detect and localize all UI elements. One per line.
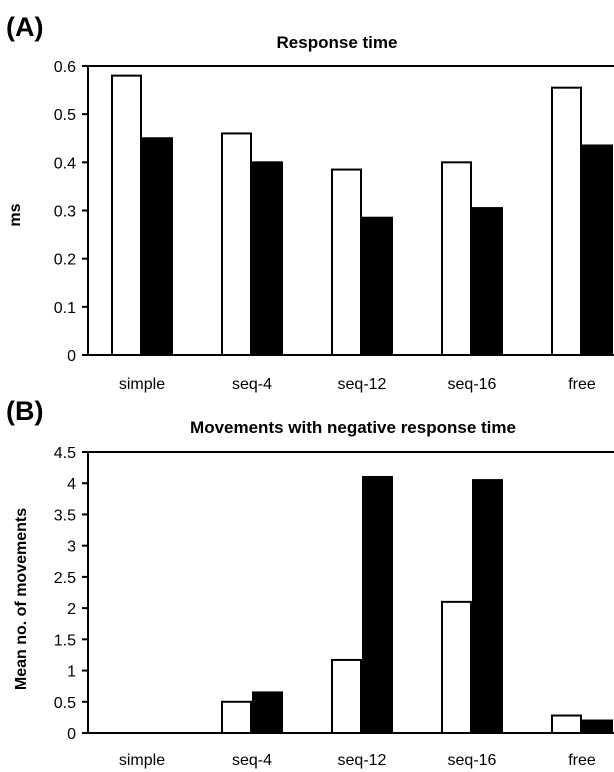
y-axis-label-a: ms — [7, 203, 24, 226]
y-tick-label: 4.5 — [54, 445, 76, 462]
bar-black-seq-12 — [362, 475, 393, 734]
y-tick-label: 0.1 — [54, 300, 76, 317]
x-category-label: free — [568, 376, 596, 393]
y-ticks-b: 0 0.5 1 1.5 2 2.5 3 3.5 4 4.5 — [54, 445, 88, 743]
y-tick-label: 0.5 — [54, 695, 76, 712]
x-labels-b: simple seq-4 seq-12 seq-16 free — [119, 752, 596, 769]
bar-black-seq-16 — [472, 207, 503, 356]
y-tick-label: 4 — [67, 476, 76, 493]
y-tick-label: 0.2 — [54, 252, 76, 269]
bar-white-simple — [111, 74, 142, 356]
bar-black-seq-12 — [362, 216, 393, 356]
bar-black-seq-4 — [252, 161, 283, 356]
chart-title-b: Movements with negative response time — [190, 418, 516, 437]
x-category-label: seq-12 — [338, 376, 387, 393]
y-tick-label: 0.4 — [54, 155, 76, 172]
bar-group-a — [111, 74, 613, 357]
y-ticks-a: 0 0.1 0.2 0.3 0.4 0.5 0.6 — [54, 59, 88, 365]
y-tick-label: 3.5 — [54, 507, 76, 524]
x-category-label: seq-16 — [448, 752, 497, 769]
bar-white-seq-16 — [441, 161, 472, 356]
bar-group-b — [221, 475, 613, 735]
y-tick-label: 0 — [67, 348, 76, 365]
bar-white-seq-12 — [331, 168, 362, 356]
bar-black-simple — [142, 137, 173, 356]
bar-white-free — [551, 86, 582, 357]
y-tick-label: 0 — [67, 726, 76, 743]
bar-black-free — [582, 719, 613, 734]
panel-a-response-time-chart: (A) Response time ms 0 0.1 0.2 0.3 0.4 0.5 0.6… — [6, 12, 614, 393]
x-category-label: seq-4 — [232, 376, 272, 393]
panel-label-b: (B) — [6, 396, 43, 426]
x-category-label: seq-12 — [338, 752, 387, 769]
x-labels-a: simple seq-4 seq-12 seq-16 free — [119, 376, 596, 393]
bar-black-free — [582, 144, 613, 356]
y-tick-label: 2.5 — [54, 570, 76, 587]
bar-white-free — [551, 714, 582, 735]
y-tick-label: 0.5 — [54, 107, 76, 124]
y-tick-label: 2 — [67, 601, 76, 618]
bar-black-seq-4 — [252, 691, 283, 735]
chart-title-a: Response time — [277, 33, 398, 52]
x-category-label: seq-16 — [448, 376, 497, 393]
panel-label-a: (A) — [6, 12, 43, 42]
bar-black-seq-16 — [472, 479, 503, 734]
bar-white-seq-12 — [331, 658, 362, 734]
y-tick-label: 0.3 — [54, 204, 76, 221]
bar-white-seq-4 — [221, 132, 252, 356]
y-tick-label: 1.5 — [54, 632, 76, 649]
y-tick-label: 0.6 — [54, 59, 76, 76]
x-category-label: simple — [119, 752, 165, 769]
x-category-label: simple — [119, 376, 165, 393]
panel-b-negative-response-chart: (B) Movements with negative response tim… — [6, 396, 614, 769]
y-axis-label-b: Mean no. of movements — [13, 508, 30, 690]
bar-white-seq-16 — [441, 600, 472, 734]
bar-white-seq-4 — [221, 700, 252, 734]
x-category-label: free — [568, 752, 596, 769]
x-category-label: seq-4 — [232, 752, 272, 769]
y-tick-label: 3 — [67, 539, 76, 556]
y-tick-label: 1 — [67, 664, 76, 681]
